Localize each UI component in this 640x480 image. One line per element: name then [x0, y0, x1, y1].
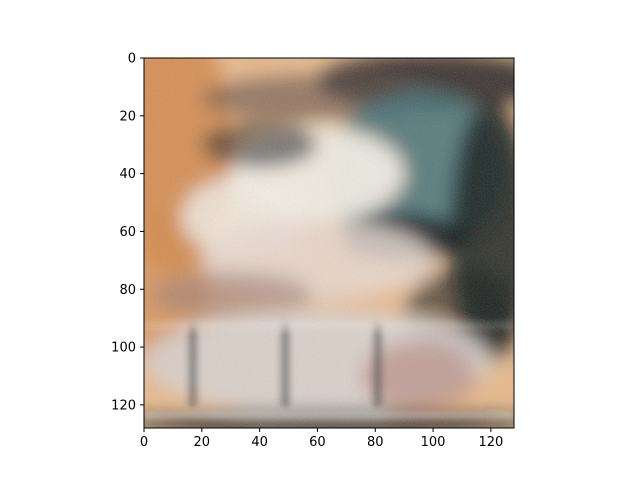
y-tick-label: 0: [128, 52, 136, 67]
x-tick-label: 60: [309, 435, 326, 450]
x-tick-label: 120: [478, 435, 503, 450]
x-tick-label: 20: [194, 435, 211, 450]
y-axis: 0 20 40 60 80 100 120: [111, 52, 144, 413]
image-grain: [144, 58, 514, 428]
x-tick-label: 100: [421, 435, 446, 450]
x-axis: 0 20 40 60 80 100 120: [140, 428, 503, 450]
x-tick-label: 80: [367, 435, 384, 450]
x-tick-label: 0: [140, 435, 148, 450]
x-tick-label: 40: [251, 435, 268, 450]
plot-frame: [143, 57, 515, 429]
y-tick-label: 40: [119, 167, 136, 182]
y-tick-label: 120: [111, 398, 136, 413]
y-tick-label: 100: [111, 341, 136, 356]
y-tick-label: 20: [119, 109, 136, 124]
heatmap-image: [144, 58, 514, 428]
y-tick-label: 80: [119, 283, 136, 298]
y-tick-label: 60: [119, 225, 136, 240]
